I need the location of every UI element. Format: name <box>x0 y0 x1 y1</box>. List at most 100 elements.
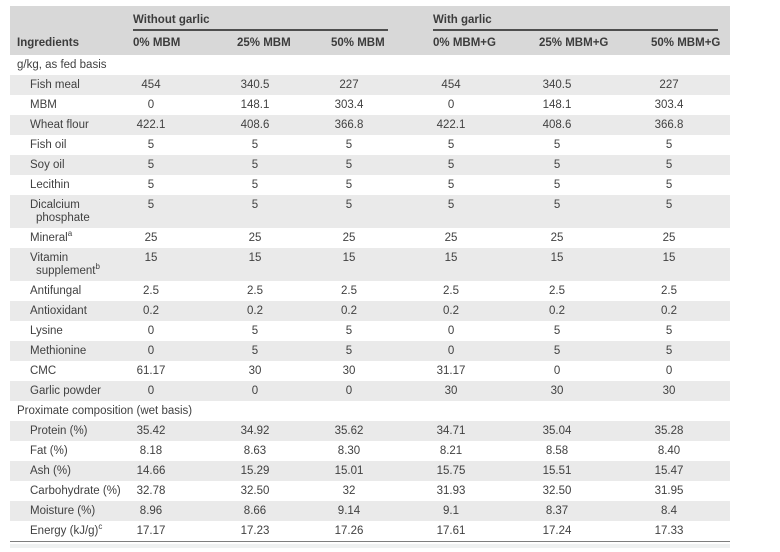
value-cell: 2.5 <box>133 281 237 301</box>
ingredient-cell: Moisture (%) <box>10 501 133 521</box>
value-cell: 5 <box>237 135 331 155</box>
cell-value: 5 <box>147 198 155 211</box>
cell-value: 0 <box>665 364 673 377</box>
cell-value: 5 <box>345 198 353 211</box>
value-cell: 5 <box>539 321 651 341</box>
ingredient-cell: Antioxidant <box>10 301 133 321</box>
ingredient-cell: Vitamin supplementb <box>10 248 133 281</box>
cell-value: 227 <box>339 78 359 91</box>
value-cell: 408.6 <box>237 115 331 135</box>
value-cell: 35.42 <box>133 421 237 441</box>
value-cell: 32 <box>331 481 433 501</box>
cell-value: 0 <box>345 384 353 397</box>
value-cell: 0.2 <box>331 301 433 321</box>
value-cell: 25 <box>539 228 651 248</box>
value-cell: 2.5 <box>331 281 433 301</box>
value-cell: 5 <box>237 175 331 195</box>
value-cell: 17.61 <box>433 521 539 542</box>
value-cell: 5 <box>433 135 539 155</box>
value-cell: 5 <box>651 321 730 341</box>
column-header-row: Ingredients 0% MBM 25% MBM 50% MBM 0% MBM+G… <box>10 31 731 55</box>
value-cell: 5 <box>237 321 331 341</box>
value-cell: 0.2 <box>539 301 651 321</box>
value-cell: 408.6 <box>539 115 651 135</box>
value-cell: 15.51 <box>539 461 651 481</box>
value-cell: 227 <box>331 75 433 95</box>
value-cell: 303.4 <box>331 95 433 115</box>
value-cell: 0 <box>133 95 237 115</box>
table-row: Lecithin 5 5 5 5 5 5 <box>10 175 730 195</box>
value-cell: 0 <box>539 361 651 381</box>
value-cell: 25 <box>651 228 730 248</box>
value-cell: 35.62 <box>331 421 433 441</box>
column-group-row: Without garlic With garlic <box>10 6 731 31</box>
value-cell: 5 <box>133 155 237 175</box>
ingredients-column-header: Ingredients <box>10 31 133 55</box>
cell-value: 31.17 <box>436 364 466 377</box>
cell-value: 5 <box>553 344 561 357</box>
cell-value: 25 <box>662 231 676 244</box>
cell-value: 2.5 <box>143 284 159 297</box>
cell-value: 15.75 <box>436 464 466 477</box>
value-cell: 5 <box>331 341 433 361</box>
value-cell: 0 <box>133 321 237 341</box>
table-row: Moisture (%) 8.96 8.66 9.14 9.1 8.37 8.4 <box>10 501 731 521</box>
value-cell: 8.40 <box>651 441 730 461</box>
cell-value: 454 <box>141 78 161 91</box>
cell-value: 5 <box>447 198 455 211</box>
value-cell: 15 <box>539 248 651 281</box>
cell-value: 5 <box>345 178 353 191</box>
value-cell: 340.5 <box>237 75 331 95</box>
cell-value: 8.37 <box>545 504 569 517</box>
cell-value: 34.71 <box>436 424 466 437</box>
ingredient-cell: Carbohydrate (%) <box>10 481 133 501</box>
cell-value: 34.92 <box>240 424 270 437</box>
value-cell: 8.63 <box>237 441 331 461</box>
footnote-marker: c <box>98 521 103 531</box>
value-cell: 9.14 <box>331 501 433 521</box>
cell-value: 5 <box>251 158 259 171</box>
cell-value: 5 <box>665 138 673 151</box>
ingredient-cell: Methionine <box>10 341 133 361</box>
value-cell: 5 <box>331 135 433 155</box>
cell-value: 366.8 <box>654 118 684 131</box>
table-row: Fat (%) 8.18 8.63 8.30 8.21 8.58 8.40 <box>10 441 730 461</box>
cell-value: 25 <box>550 231 564 244</box>
cell-value: 25 <box>444 231 458 244</box>
cell-value: 0 <box>553 364 561 377</box>
cell-value: 5 <box>665 344 673 357</box>
ingredient-name: MBM <box>30 98 57 111</box>
cell-value: 35.04 <box>542 424 572 437</box>
cell-value: 148.1 <box>240 98 270 111</box>
cell-value: 15 <box>248 251 262 264</box>
table-row: Garlic powder 0 0 0 30 30 30 <box>10 381 731 401</box>
ingredient-name: Antioxidant <box>30 304 87 317</box>
column-header-0-mbm: 0% MBM <box>133 31 237 55</box>
cell-value: 366.8 <box>334 118 364 131</box>
cell-value: 8.18 <box>139 444 163 457</box>
cell-value: 15 <box>662 251 676 264</box>
value-cell: 8.30 <box>331 441 433 461</box>
value-cell: 303.4 <box>651 95 730 115</box>
cell-value: 5 <box>553 158 561 171</box>
cell-value: 8.30 <box>337 444 361 457</box>
value-cell: 0.2 <box>651 301 730 321</box>
cell-value: 2.5 <box>341 284 357 297</box>
cell-value: 5 <box>665 158 673 171</box>
cell-value: 5 <box>553 198 561 211</box>
section-g-kg-as-fed-basis: g/kg, as fed basis Fish meal 454 340.5 227 45… <box>10 55 731 401</box>
value-cell: 2.5 <box>433 281 539 301</box>
value-cell: 422.1 <box>433 115 539 135</box>
cell-value: 0 <box>447 344 455 357</box>
ingredient-cell: Fish meal <box>10 75 133 95</box>
section-label-row: Proximate composition (wet basis) <box>10 401 730 421</box>
value-cell: 31.17 <box>433 361 539 381</box>
value-cell: 8.96 <box>133 501 237 521</box>
section-label: g/kg, as fed basis <box>17 58 107 71</box>
value-cell: 35.04 <box>539 421 651 441</box>
value-cell: 15 <box>433 248 539 281</box>
cell-value: 5 <box>147 138 155 151</box>
ingredient-name: Dicalcium phosphate <box>30 198 90 224</box>
cell-value: 8.96 <box>139 504 163 517</box>
value-cell: 30 <box>331 361 433 381</box>
